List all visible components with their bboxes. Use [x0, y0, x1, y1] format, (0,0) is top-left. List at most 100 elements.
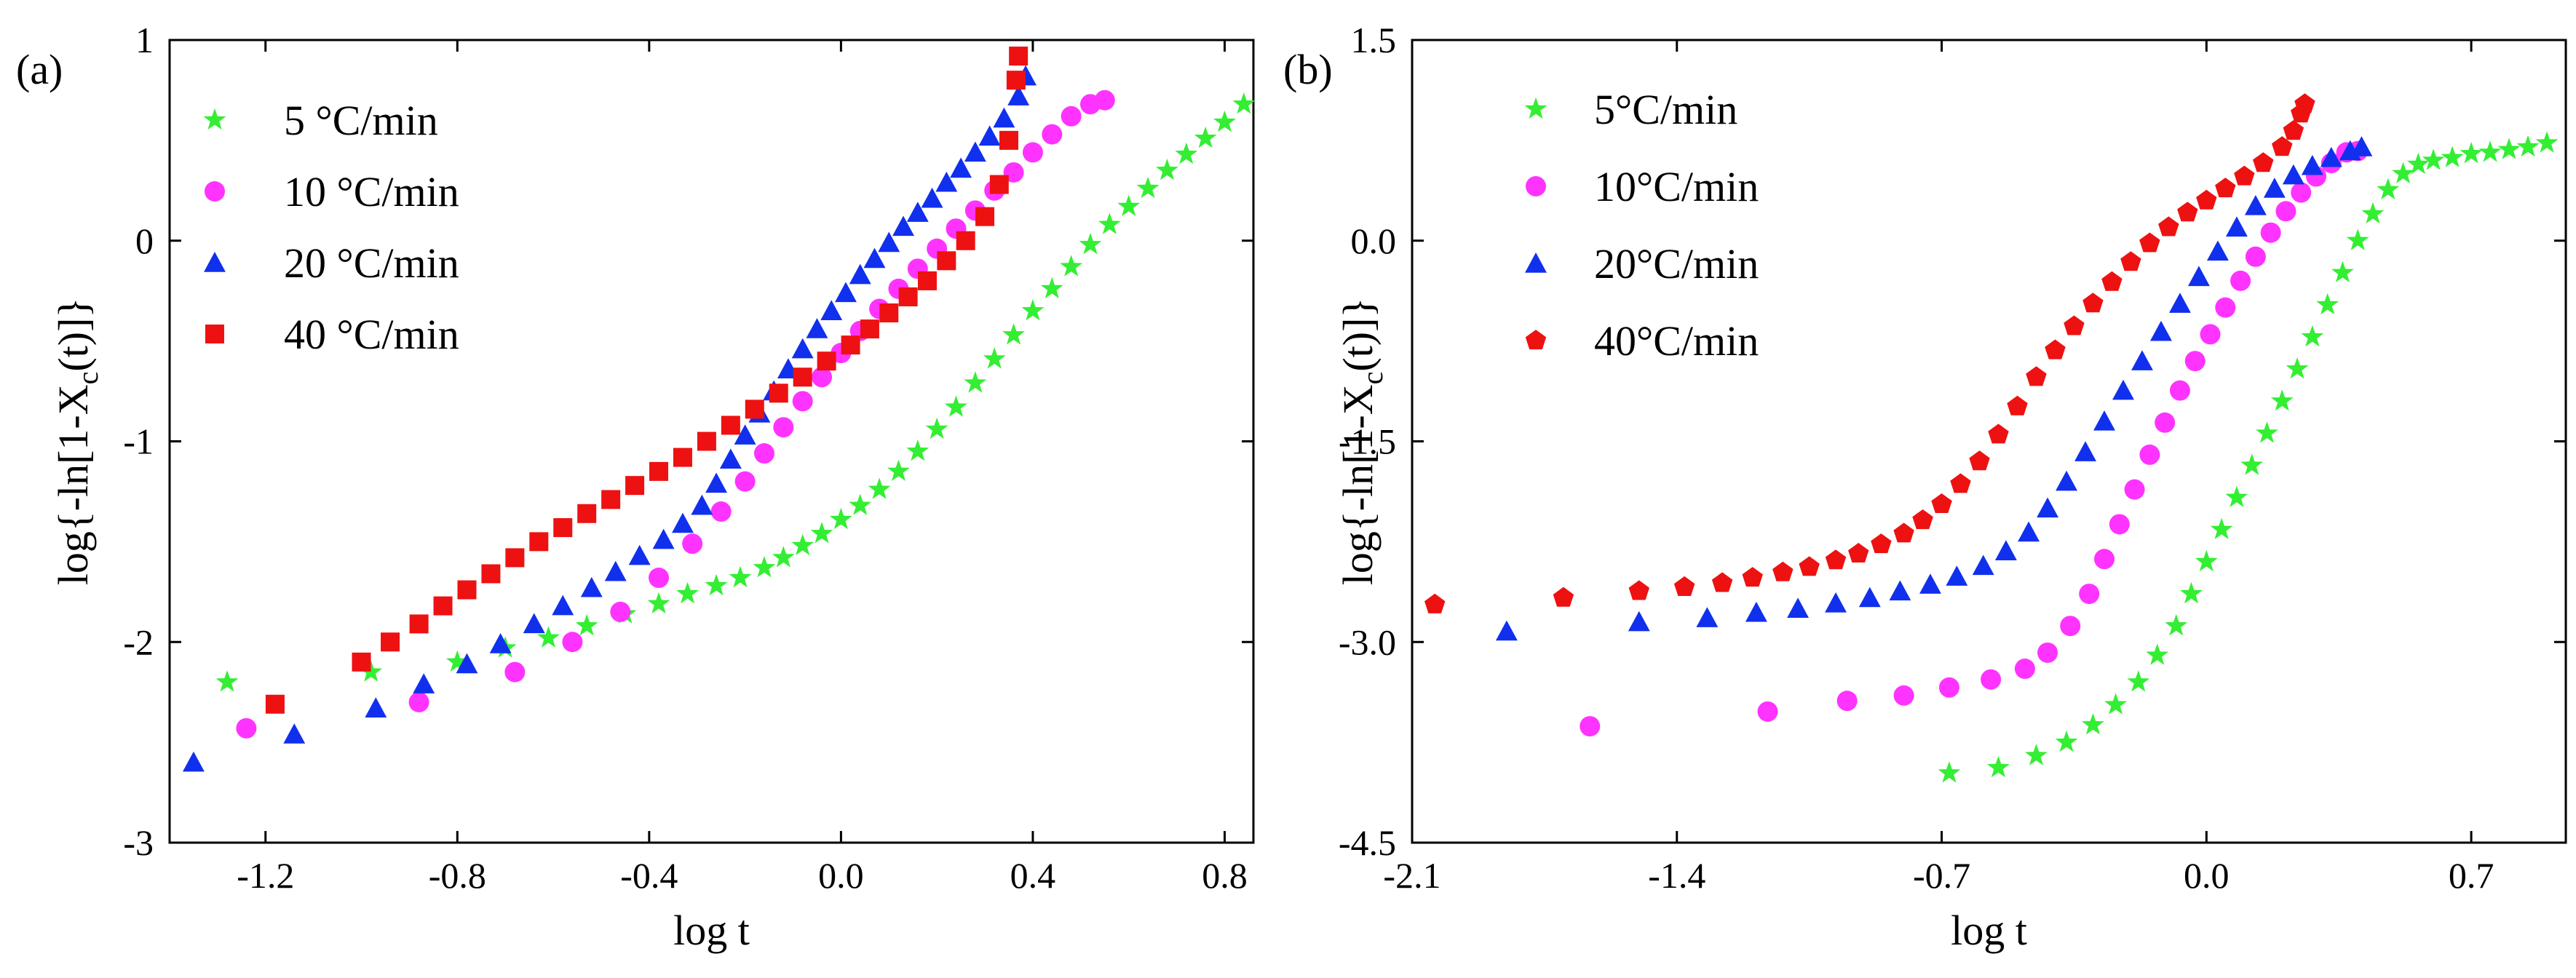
- data-point: [2139, 444, 2160, 465]
- data-point: [793, 367, 812, 387]
- legend-marker: [203, 108, 226, 130]
- data-point: [182, 751, 205, 772]
- data-point: [2007, 395, 2028, 416]
- legend-marker: [205, 325, 224, 343]
- series-3: [1424, 93, 2315, 613]
- data-point: [2230, 270, 2251, 291]
- data-point: [2079, 584, 2100, 605]
- data-point: [2441, 146, 2464, 167]
- data-point: [2320, 146, 2342, 167]
- data-point: [878, 231, 900, 253]
- legend-label: 20 °C/min: [284, 239, 459, 287]
- data-point: [2158, 216, 2179, 236]
- data-point: [2256, 421, 2278, 443]
- x-tick-label: -0.7: [1913, 855, 1970, 896]
- data-point: [950, 157, 972, 178]
- data-point: [1495, 620, 1518, 641]
- data-point: [481, 564, 501, 584]
- data-point: [1972, 554, 1994, 576]
- data-point: [2150, 320, 2172, 341]
- data-point: [829, 507, 852, 530]
- y-tick-label: 1.5: [1351, 20, 1397, 60]
- data-point: [1745, 601, 1767, 622]
- data-point: [769, 383, 788, 403]
- data-point: [2316, 293, 2339, 315]
- y-axis-title: log{-ln[1-Xc(t)]}: [49, 298, 104, 586]
- data-point: [2168, 293, 2191, 313]
- data-point: [523, 613, 545, 634]
- data-point: [365, 697, 387, 717]
- data-point: [1002, 323, 1025, 345]
- data-point: [806, 318, 828, 338]
- data-point: [1825, 592, 1847, 613]
- data-point: [2124, 479, 2145, 500]
- x-tick-label: 0.8: [1202, 855, 1248, 896]
- data-point: [1021, 299, 1045, 321]
- data-point: [504, 661, 526, 683]
- data-point: [433, 596, 453, 616]
- data-point: [1889, 580, 1911, 601]
- data-point: [978, 125, 1001, 146]
- data-point: [1919, 573, 1941, 594]
- data-point: [1772, 561, 1794, 581]
- data-point: [2120, 251, 2141, 271]
- data-point: [2165, 613, 2188, 636]
- data-point: [1912, 509, 1933, 530]
- data-point: [1946, 565, 1968, 586]
- data-point: [2244, 195, 2267, 215]
- data-point: [745, 399, 764, 419]
- data-point: [2026, 366, 2047, 386]
- data-point: [2200, 324, 2221, 345]
- data-point: [2478, 140, 2502, 162]
- data-point: [2350, 136, 2373, 156]
- data-point: [849, 493, 872, 515]
- data-point: [719, 448, 742, 469]
- data-point: [1022, 142, 1043, 163]
- data-point: [2109, 514, 2130, 535]
- data-point: [1213, 110, 1236, 132]
- data-point: [649, 461, 669, 481]
- data-point: [1553, 587, 1574, 607]
- data-point: [676, 581, 699, 604]
- data-point: [1156, 159, 1178, 180]
- data-point: [610, 601, 631, 622]
- data-point: [2535, 131, 2559, 153]
- legend: 5 °C/min 10 °C/min 20 °C/min 40 °C/min: [203, 97, 459, 358]
- data-point: [2104, 693, 2127, 715]
- data-point: [879, 303, 899, 323]
- data-point: [849, 263, 871, 285]
- data-point: [817, 351, 836, 371]
- legend: 5°C/min 10°C/min 20°C/min 40°C/min: [1524, 86, 1759, 365]
- data-point: [265, 694, 285, 714]
- x-tick-label: -0.8: [429, 855, 486, 896]
- data-point: [649, 568, 670, 589]
- y-tick-label: -4.5: [1339, 822, 1396, 863]
- data-point: [999, 130, 1018, 150]
- data-point: [906, 440, 930, 461]
- data-point: [2127, 670, 2150, 692]
- data-point: [2225, 485, 2248, 507]
- data-point: [1787, 597, 1810, 618]
- data-point: [1194, 126, 1217, 148]
- data-point: [729, 565, 752, 588]
- data-point: [2331, 261, 2354, 282]
- y-tick-label: -3: [123, 822, 154, 863]
- data-point: [1040, 277, 1063, 299]
- data-point: [812, 367, 833, 388]
- panel-label: (b): [1283, 46, 1333, 93]
- data-point: [835, 282, 857, 303]
- data-point: [1988, 424, 2009, 444]
- data-point: [457, 580, 477, 600]
- data-point: [2169, 380, 2190, 401]
- x-tick-label: 0.0: [818, 855, 864, 896]
- data-point: [2187, 266, 2210, 287]
- data-point: [2112, 379, 2134, 400]
- data-point: [2286, 357, 2309, 379]
- data-point: [2263, 178, 2286, 198]
- y-tick-label: 0.0: [1351, 220, 1397, 261]
- data-point: [964, 141, 986, 162]
- x-tick-label: -0.4: [620, 855, 678, 896]
- data-point: [1799, 556, 1820, 576]
- data-point: [601, 490, 621, 509]
- data-point: [625, 476, 645, 496]
